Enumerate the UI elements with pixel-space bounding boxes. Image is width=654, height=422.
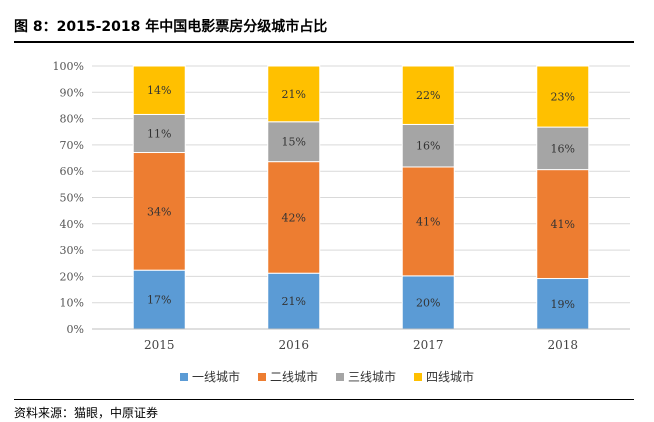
data-label: 21% — [282, 295, 306, 308]
data-label: 16% — [416, 140, 440, 153]
chart-legend: 一线城市 二线城市 三线城市 四线城市 — [0, 368, 654, 385]
legend-label: 三线城市 — [348, 370, 397, 384]
bars: 17% 34% 11% 14% 21% 42% 15% 21% 20% 41% 16% 22% 19% 4… — [132, 65, 590, 330]
data-label: 23% — [551, 91, 575, 104]
bar-segment — [267, 65, 321, 123]
bar-segment — [132, 152, 186, 271]
y-tick-label: 10% — [60, 297, 84, 310]
y-tick-label: 30% — [60, 244, 84, 257]
legend-label: 一线城市 — [191, 370, 240, 384]
source-rule — [14, 399, 634, 400]
bar-segment — [267, 121, 321, 163]
bar-segment — [536, 126, 590, 171]
data-label: 20% — [416, 296, 440, 309]
y-tick-label: 60% — [60, 165, 84, 178]
bar-segment — [401, 123, 455, 168]
bar-segment — [401, 65, 455, 125]
data-label: 15% — [282, 136, 306, 149]
legend-item: 二线城市 — [257, 368, 318, 385]
bar-segment — [536, 65, 590, 128]
data-label: 16% — [551, 142, 575, 155]
data-label: 42% — [282, 211, 306, 224]
y-tick-label: 50% — [60, 192, 84, 205]
data-label: 11% — [147, 127, 171, 140]
y-tick-label: 40% — [60, 218, 84, 231]
legend-label: 二线城市 — [269, 370, 318, 384]
data-label: 21% — [282, 88, 306, 101]
data-label: 17% — [147, 294, 171, 307]
legend-item: 一线城市 — [179, 368, 240, 385]
figure-title: 图 8：2015-2018 年中国电影票房分级城市占比 — [14, 19, 328, 35]
legend-swatch — [336, 372, 344, 381]
legend-swatch — [257, 372, 266, 381]
y-tick-label: 0% — [67, 323, 84, 336]
data-label: 41% — [416, 215, 440, 228]
legend-label: 四线城市 — [426, 370, 475, 384]
x-tick-label: 2015 — [144, 338, 175, 350]
y-tick-label: 100% — [53, 60, 84, 73]
y-tick-label: 20% — [60, 270, 84, 283]
data-label: 19% — [551, 298, 575, 311]
y-tick-label: 90% — [60, 86, 84, 99]
data-label: 34% — [147, 205, 171, 218]
bar-segment — [132, 65, 186, 115]
stacked-bar-chart: 17% 34% 11% 14% 21% 42% 15% 21% 20% 41% 16% 22% 19% 4… — [53, 60, 630, 350]
title-rule — [14, 41, 634, 43]
x-tick-label: 2017 — [413, 338, 444, 350]
bar-segment — [267, 161, 321, 274]
x-tick-label: 2016 — [278, 338, 309, 350]
data-label: 14% — [147, 84, 171, 97]
data-label: 22% — [416, 89, 440, 102]
y-tick-label: 80% — [60, 113, 84, 126]
bar-segment — [536, 278, 590, 330]
bar-segment — [401, 275, 455, 330]
source-note: 资料来源：猫眼，中原证券 — [14, 406, 159, 420]
data-label: 41% — [551, 218, 575, 231]
legend-swatch — [179, 372, 188, 381]
legend-item: 四线城市 — [414, 368, 474, 385]
axes: 0% 10% 20% 30% 40% 50% 60% 70% 80% 90% 100% 2015 201… — [53, 60, 630, 350]
x-tick-label: 2018 — [547, 338, 578, 350]
bar-segment — [132, 113, 186, 154]
legend-item: 三线城市 — [336, 368, 396, 385]
legend-swatch — [414, 372, 423, 381]
bar-segment — [401, 166, 455, 277]
y-tick-label: 70% — [60, 139, 84, 152]
